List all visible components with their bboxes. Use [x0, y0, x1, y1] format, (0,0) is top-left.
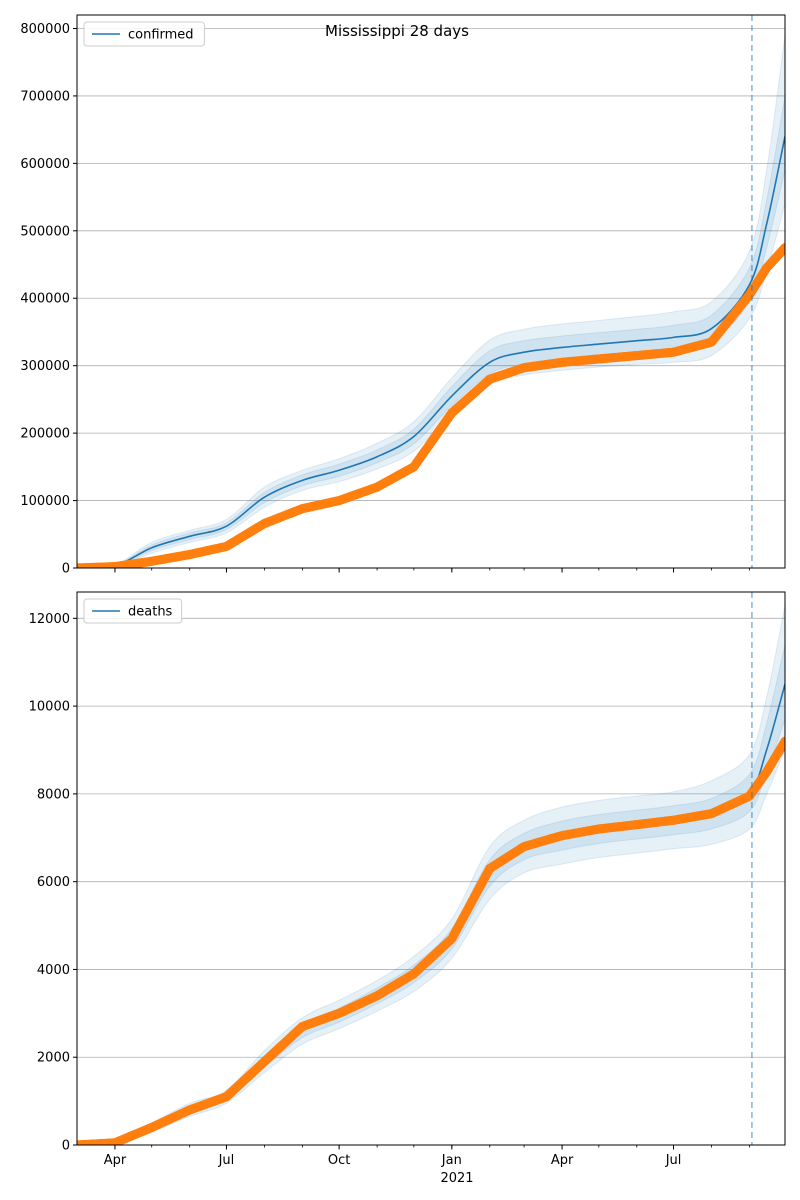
x-tick-label: Jul: [218, 1153, 235, 1168]
x-axis-year-label: 2021: [440, 1171, 473, 1186]
legend: confirmed: [83, 21, 205, 47]
model-line-confirmed: [77, 136, 785, 568]
y-tick-label: 800000: [20, 22, 70, 37]
x-tick-label: Apr: [104, 1153, 127, 1168]
axes-frame: [76, 591, 786, 1146]
x-tick-label: Apr: [551, 1153, 574, 1168]
observed-point: [780, 736, 785, 746]
uncertainty-band: [77, 35, 785, 568]
y-tick-label: 0: [62, 1139, 70, 1154]
x-tick-label: Oct: [328, 1153, 350, 1168]
legend-box: [83, 21, 205, 47]
plot-area: [77, 35, 785, 568]
x-tick-label: Jul: [665, 1153, 682, 1168]
y-tick-label: 600000: [20, 157, 70, 172]
x-tick-label: Jan: [441, 1153, 462, 1168]
y-tick-label: 6000: [37, 875, 70, 890]
y-tick-label: 200000: [20, 427, 70, 442]
chart-title: Mississippi 28 days: [325, 22, 469, 40]
legend-box: [83, 598, 183, 624]
y-tick-label: 0: [62, 562, 70, 577]
y-tick-label: 700000: [20, 89, 70, 104]
y-tick-label: 10000: [29, 700, 70, 715]
legend-label: confirmed: [128, 28, 194, 43]
y-tick-label: 400000: [20, 292, 70, 307]
y-tick-label: 2000: [37, 1051, 70, 1066]
observed-point: [780, 243, 785, 253]
legend: deaths: [83, 598, 183, 624]
legend-label: deaths: [128, 605, 173, 620]
y-tick-label: 300000: [20, 359, 70, 374]
y-tick-label: 12000: [29, 612, 70, 627]
y-tick-label: 100000: [20, 494, 70, 509]
y-tick-label: 500000: [20, 224, 70, 239]
y-tick-label: 4000: [37, 963, 70, 978]
axes-frame: [76, 14, 786, 569]
deaths-panel: 0 2000 4000 6000 8000 10000 12000 Apr Jul Oct Jan A…: [29, 591, 786, 1168]
y-tick-label: 8000: [37, 787, 70, 802]
plot-area: [77, 605, 785, 1145]
confirmed-panel: 0 100000 200000 300000 400000 500000 600000 700…: [20, 14, 786, 577]
